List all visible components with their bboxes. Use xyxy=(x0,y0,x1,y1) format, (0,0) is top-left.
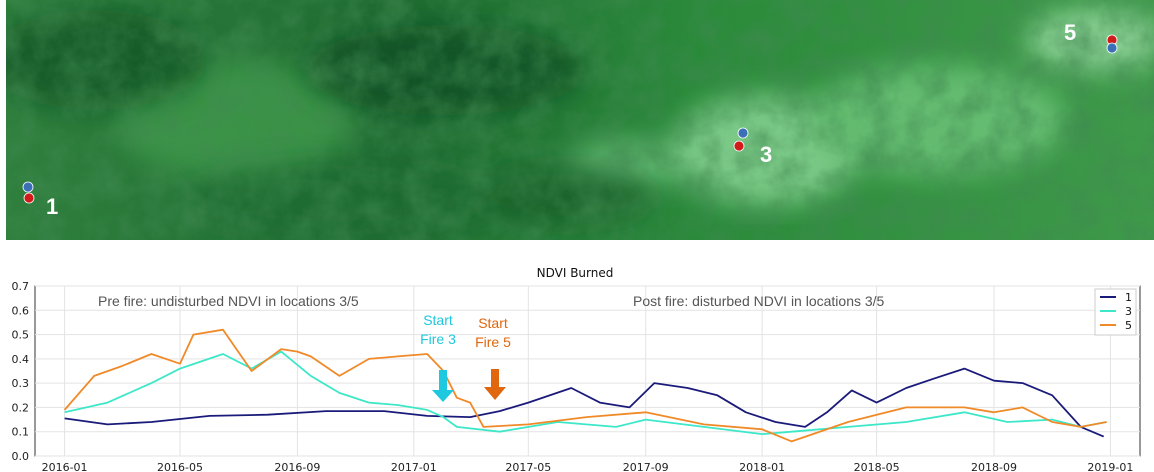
point-3-label: 3 xyxy=(760,142,772,167)
map-point-1: 1 xyxy=(22,181,58,219)
point-5-blue-marker xyxy=(1106,42,1118,54)
point-1-label: 1 xyxy=(46,194,58,219)
satellite-map: 1 3 5 xyxy=(6,0,1154,240)
y-tick-label: 0.4 xyxy=(12,353,30,366)
start-fire-5-annotation: Start Fire 5 xyxy=(475,315,511,400)
point-3-red-marker xyxy=(733,140,745,152)
series-lines xyxy=(63,328,1107,443)
x-tick-label: 2017-05 xyxy=(505,461,551,472)
pre-fire-annotation: Pre fire: undisturbed NDVI in locations … xyxy=(98,293,359,309)
plot-frame xyxy=(34,285,1141,457)
start-fire-3-line2: Fire 3 xyxy=(420,331,456,347)
legend-label-1: 1 xyxy=(1125,291,1132,304)
start-fire-3-arrow xyxy=(432,370,454,402)
point-3-blue-marker xyxy=(737,127,749,139)
x-tick-label: 2019-01 xyxy=(1087,461,1133,472)
y-tick-label: 0.3 xyxy=(12,377,30,390)
legend: 1 3 5 xyxy=(1094,288,1137,336)
x-tick-label: 2017-09 xyxy=(623,461,669,472)
start-fire-5-line1: Start xyxy=(478,315,508,331)
start-fire-3-annotation: Start Fire 3 xyxy=(420,312,456,402)
map-point-5: 5 xyxy=(1064,20,1118,54)
grid-lines xyxy=(35,285,1140,457)
x-tick-label: 2018-09 xyxy=(971,461,1017,472)
post-fire-annotation: Post fire: disturbed NDVI in locations 3… xyxy=(633,293,885,309)
x-tick-label: 2016-05 xyxy=(157,461,203,472)
chart-title: NDVI Burned xyxy=(537,266,614,280)
series-line-5 xyxy=(63,328,1107,443)
y-tick-label: 0.5 xyxy=(12,329,30,342)
y-tick-label: 0.7 xyxy=(12,280,30,293)
point-5-label: 5 xyxy=(1064,20,1076,45)
point-1-blue-marker xyxy=(22,181,34,193)
y-tick-label: 0.0 xyxy=(12,450,30,463)
series-line-3 xyxy=(64,350,1107,436)
x-tick-label: 2017-01 xyxy=(391,461,437,472)
start-fire-5-arrow xyxy=(484,369,506,400)
x-tick-label: 2018-05 xyxy=(854,461,900,472)
x-tick-label: 2016-01 xyxy=(42,461,88,472)
y-tick-label: 0.2 xyxy=(12,401,30,414)
start-fire-3-line1: Start xyxy=(423,312,453,328)
map-point-3: 3 xyxy=(733,127,772,167)
x-axis-ticks: 2016-01 2016-05 2016-09 2017-01 2017-05 2017-… xyxy=(42,461,1134,472)
y-axis-ticks: 0.0 0.1 0.2 0.3 0.4 0.5 0.6 0.7 xyxy=(12,280,30,463)
y-tick-label: 0.1 xyxy=(12,426,30,439)
y-tick-label: 0.6 xyxy=(12,304,30,317)
x-tick-label: 2016-09 xyxy=(274,461,320,472)
series-line-1 xyxy=(64,367,1105,438)
map-texture xyxy=(6,0,1154,240)
x-tick-label: 2018-01 xyxy=(739,461,785,472)
start-fire-5-line2: Fire 5 xyxy=(475,334,511,350)
legend-label-5: 5 xyxy=(1125,319,1132,332)
legend-label-3: 3 xyxy=(1125,305,1132,318)
point-1-red-marker xyxy=(23,192,35,204)
ndvi-chart: NDVI Burned 0.0 0.1 0.2 0.3 0.4 0.5 0.6 0.7 201… xyxy=(12,266,1141,472)
